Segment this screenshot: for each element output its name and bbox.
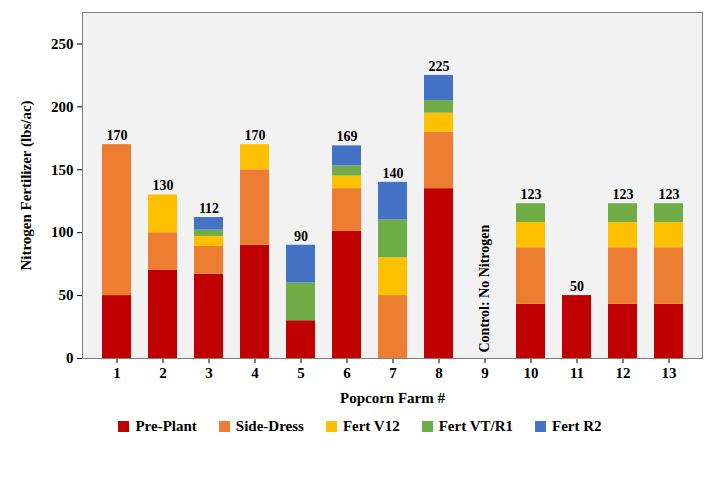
svg-text:2: 2 <box>159 365 167 381</box>
html-text:Fert V12: Fert V12 <box>342 418 400 434</box>
svg-text:123: 123 <box>521 187 542 202</box>
svg-text:10: 10 <box>524 365 539 381</box>
svg-text:50: 50 <box>570 279 584 294</box>
svg-text:12: 12 <box>616 365 631 381</box>
svg-text:123: 123 <box>613 187 634 202</box>
svg-text:112: 112 <box>199 201 219 216</box>
svg-text:150: 150 <box>51 162 74 178</box>
svg-text:Nitrogen Fertilizer (lbs/ac): Nitrogen Fertilizer (lbs/ac) <box>18 100 35 270</box>
svg-text:90: 90 <box>294 229 308 244</box>
svg-text:169: 169 <box>337 129 358 144</box>
svg-text:8: 8 <box>435 365 443 381</box>
svg-text:50: 50 <box>59 287 74 303</box>
svg-text:0: 0 <box>66 350 74 366</box>
svg-text:123: 123 <box>659 187 680 202</box>
svg-text:Popcorn Farm #: Popcorn Farm # <box>340 390 445 406</box>
svg-text:11: 11 <box>570 365 584 381</box>
svg-text:4: 4 <box>251 365 259 381</box>
svg-text:5: 5 <box>297 365 305 381</box>
svg-text:250: 250 <box>51 36 74 52</box>
svg-text:6: 6 <box>343 365 351 381</box>
svg-text:170: 170 <box>245 128 266 143</box>
html-text:Side-Dress: Side-Dress <box>235 418 304 434</box>
svg-text:1: 1 <box>113 365 121 381</box>
svg-text:9: 9 <box>481 365 489 381</box>
svg-text:Control: No Nitrogen: Control: No Nitrogen <box>477 224 492 352</box>
svg-text:200: 200 <box>51 99 74 115</box>
svg-text:225: 225 <box>429 59 450 74</box>
html-text:Pre-Plant: Pre-Plant <box>135 418 197 434</box>
svg-text:140: 140 <box>383 166 404 181</box>
svg-text:100: 100 <box>51 224 74 240</box>
html-text:Fert R2: Fert R2 <box>552 418 602 434</box>
svg-text:130: 130 <box>153 178 174 193</box>
svg-text:7: 7 <box>389 365 397 381</box>
svg-text:13: 13 <box>662 365 677 381</box>
svg-text:170: 170 <box>107 128 128 143</box>
html-text:Fert VT/R1: Fert VT/R1 <box>438 418 513 434</box>
svg-text:3: 3 <box>205 365 213 381</box>
